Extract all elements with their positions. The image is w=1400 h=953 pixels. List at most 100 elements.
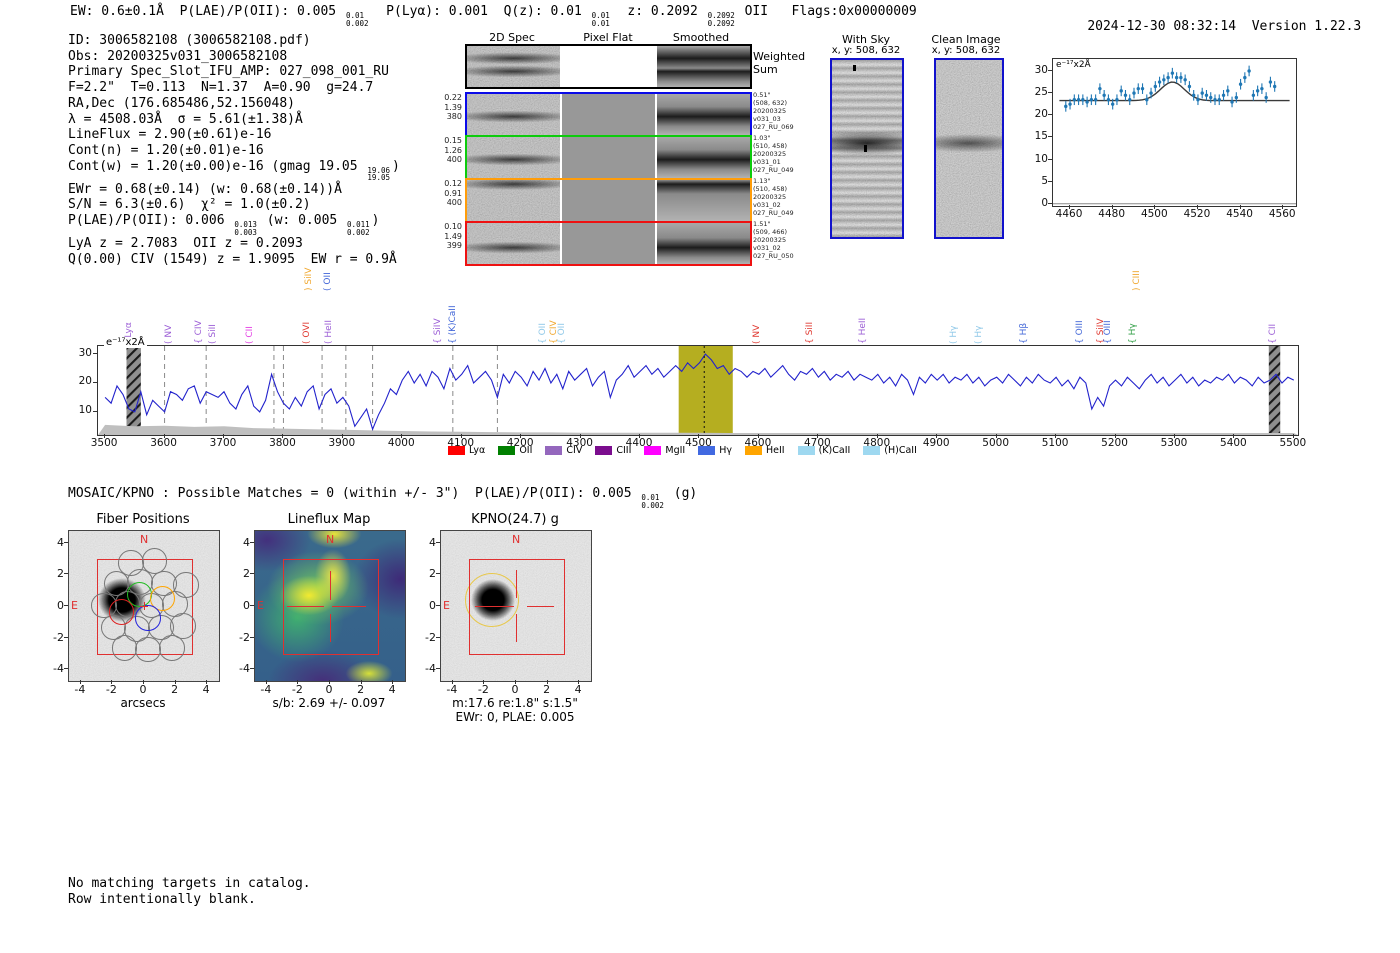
emission-line-label-CIII: ) CIII bbox=[1131, 270, 1142, 291]
sky-marker-mid bbox=[863, 144, 867, 152]
spectrum-x-tick-label: 4700 bbox=[803, 437, 831, 449]
legend-swatch bbox=[797, 446, 815, 455]
weighted-sum-label-line: Sum bbox=[753, 63, 778, 76]
cutout-y-tick-mark bbox=[250, 668, 254, 670]
spectrum-x-tick-label: 3600 bbox=[150, 437, 177, 449]
cutout-y-tick-mark bbox=[64, 573, 68, 575]
spec2d-cell-smoothed bbox=[657, 46, 750, 87]
spec2d-row bbox=[465, 44, 752, 89]
text-segment: RA,Dec (176.685486,52.156048) bbox=[68, 95, 295, 111]
spectrum-y-tick-mark bbox=[93, 410, 97, 412]
spec2d-row-stats: 0.15 1.26 400 bbox=[444, 136, 462, 165]
info-line: LyA z = 2.7083 OII z = 0.2093 bbox=[68, 236, 400, 252]
legend-swatch bbox=[448, 446, 465, 455]
spec2d-cell-pixelflat bbox=[562, 223, 655, 264]
fit-y-tick-mark bbox=[1048, 158, 1052, 160]
cutout-x-tick-label: 2 bbox=[543, 683, 551, 696]
fiber-circle bbox=[159, 635, 185, 661]
with-sky-title: With Sky bbox=[842, 33, 890, 46]
cutout-x-tick-mark bbox=[297, 680, 299, 684]
fit-y-tick-label: 0 bbox=[1041, 196, 1048, 209]
cutout-y-tick-label: -2 bbox=[239, 630, 250, 644]
cutout-y-tick-label: 4 bbox=[429, 535, 436, 549]
spectrum-x-tick-label: 3900 bbox=[328, 437, 356, 449]
spectrum-x-tick-mark bbox=[282, 434, 284, 438]
legend-label: Lyα bbox=[469, 445, 486, 456]
text-segment: Obs: 20200325v031_3006582108 bbox=[68, 48, 288, 64]
clean-image-coords: x, y: 508, 632 bbox=[931, 45, 1001, 56]
emission-line-label-OVI: ( OVI bbox=[302, 321, 313, 344]
emission-line-label-Hβ: { Hβ bbox=[1018, 322, 1029, 344]
cutout-y-tick-mark bbox=[250, 636, 254, 638]
cutout-y-tick-mark bbox=[436, 636, 440, 638]
header-datetime-version: 2024-12-30 08:32:14 Version 1.22.3 bbox=[1056, 4, 1361, 49]
text-segment: LyA z = 2.7083 OII z = 0.2093 bbox=[68, 236, 303, 252]
cutout-x-tick-mark bbox=[111, 680, 113, 684]
crosshair-left bbox=[474, 606, 515, 608]
weighted-sum-label-line: Weighted bbox=[753, 50, 806, 63]
legend-item-(K)CaII: (K)CaII bbox=[797, 445, 850, 456]
fit-y-tick-label: 15 bbox=[1034, 130, 1048, 143]
fit-y-tick-label: 5 bbox=[1041, 174, 1048, 187]
emission-line-label-Hγ: ( Hγ bbox=[948, 325, 959, 344]
text-segment: Q(0.00) CIV (1549) z = 1.9095 EW r = 0.9… bbox=[68, 251, 397, 267]
spec2d-cell-smoothed bbox=[657, 94, 750, 135]
legend-item-Lyα: Lyα bbox=[448, 445, 485, 456]
info-line: ID: 3006582108 (3006582108.pdf) bbox=[68, 33, 400, 49]
east-label: E bbox=[70, 599, 78, 612]
emission-line-label-SiII: ( SiII bbox=[207, 324, 218, 344]
fit-x-tick-mark bbox=[1111, 205, 1113, 209]
text-segment: (w: 0.005 bbox=[258, 213, 346, 229]
cutout-x-tick-label: -2 bbox=[477, 683, 489, 696]
fit-x-tick-mark bbox=[1154, 205, 1156, 209]
mosaic-match-line: MOSAIC/KPNO : Possible Matches = 0 (with… bbox=[68, 486, 697, 509]
spec2d-cell-2dspec bbox=[467, 94, 560, 135]
fit-y-tick-label: 30 bbox=[1034, 63, 1048, 76]
spectrum-x-tick-label: 4900 bbox=[922, 437, 950, 449]
cutout-y-tick-mark bbox=[436, 668, 440, 670]
text-segment: z: 0.2092 bbox=[611, 4, 706, 19]
fit-y-tick-mark bbox=[1048, 92, 1052, 94]
info-line: RA,Dec (176.685486,52.156048) bbox=[68, 96, 400, 112]
crosshair-right bbox=[332, 606, 367, 608]
center-cross-v bbox=[144, 602, 146, 610]
spectrum-x-tick-mark bbox=[104, 434, 106, 438]
spectrum-x-tick-label: 3700 bbox=[209, 437, 237, 449]
legend-label: CIV bbox=[566, 445, 583, 456]
fiber-positions-title: Fiber Positions bbox=[96, 512, 190, 527]
spec2d-row-stats: 0.22 1.39 380 bbox=[444, 93, 462, 122]
cutout-y-tick-mark bbox=[64, 636, 68, 638]
stacked-confidence-interval: 0.2092 0.2092 bbox=[707, 11, 735, 28]
legend-swatch bbox=[644, 446, 662, 455]
emission-line-label-SiIV: ) SiIV bbox=[303, 267, 314, 291]
fiber-circle-selected bbox=[149, 585, 176, 612]
cutout-x-tick-mark bbox=[143, 680, 144, 684]
spectrum-x-tick-label: 4600 bbox=[744, 437, 772, 449]
info-line: P(LAE)/P(OII): 0.006 0.013 0.003 (w: 0.00… bbox=[68, 213, 400, 236]
emission-line-label-Hγ: ( Hγ bbox=[973, 325, 984, 344]
spectrum-x-tick-label: 5200 bbox=[1101, 437, 1128, 449]
fiber-circle-selected bbox=[135, 605, 161, 631]
spec2d-row-stats: 0.10 1.49 399 bbox=[444, 222, 462, 251]
cutout-y-tick-label: -4 bbox=[425, 662, 436, 676]
cutout-x-tick-mark bbox=[329, 680, 330, 684]
north-label: N bbox=[140, 532, 149, 546]
cutout-y-tick-mark bbox=[436, 541, 440, 543]
text-segment: ID: 3006582108 (3006582108.pdf) bbox=[68, 33, 311, 48]
emission-line-label-CII: { CII bbox=[1268, 323, 1279, 344]
cutout-y-tick-label: -2 bbox=[53, 630, 64, 644]
emission-line-label-OIII: { OIII bbox=[1103, 320, 1114, 344]
spec2d-row-fiber-id: 1.03" (510, 458) 20200325 v031_01 027_RU_049 bbox=[753, 134, 794, 174]
fit-y-tick-mark bbox=[1048, 69, 1052, 71]
spectrum-x-tick-mark bbox=[1055, 434, 1057, 438]
fiber-circle bbox=[170, 613, 196, 639]
spectrum-x-tick-label: 4000 bbox=[387, 437, 415, 449]
fiber-xlabel: arcsecs bbox=[120, 696, 166, 710]
cutout-y-tick-label: 0 bbox=[57, 599, 64, 612]
cutout-y-tick-mark bbox=[250, 573, 254, 575]
spectrum-y-tick-mark bbox=[93, 381, 97, 383]
info-line: EWr = 0.68(±0.14) (w: 0.68(±0.14))Å bbox=[68, 182, 400, 198]
spec2d-row bbox=[465, 135, 752, 180]
emission-line-label-HeII: { HeII bbox=[857, 317, 868, 344]
spectrum-x-tick-mark bbox=[341, 434, 343, 438]
